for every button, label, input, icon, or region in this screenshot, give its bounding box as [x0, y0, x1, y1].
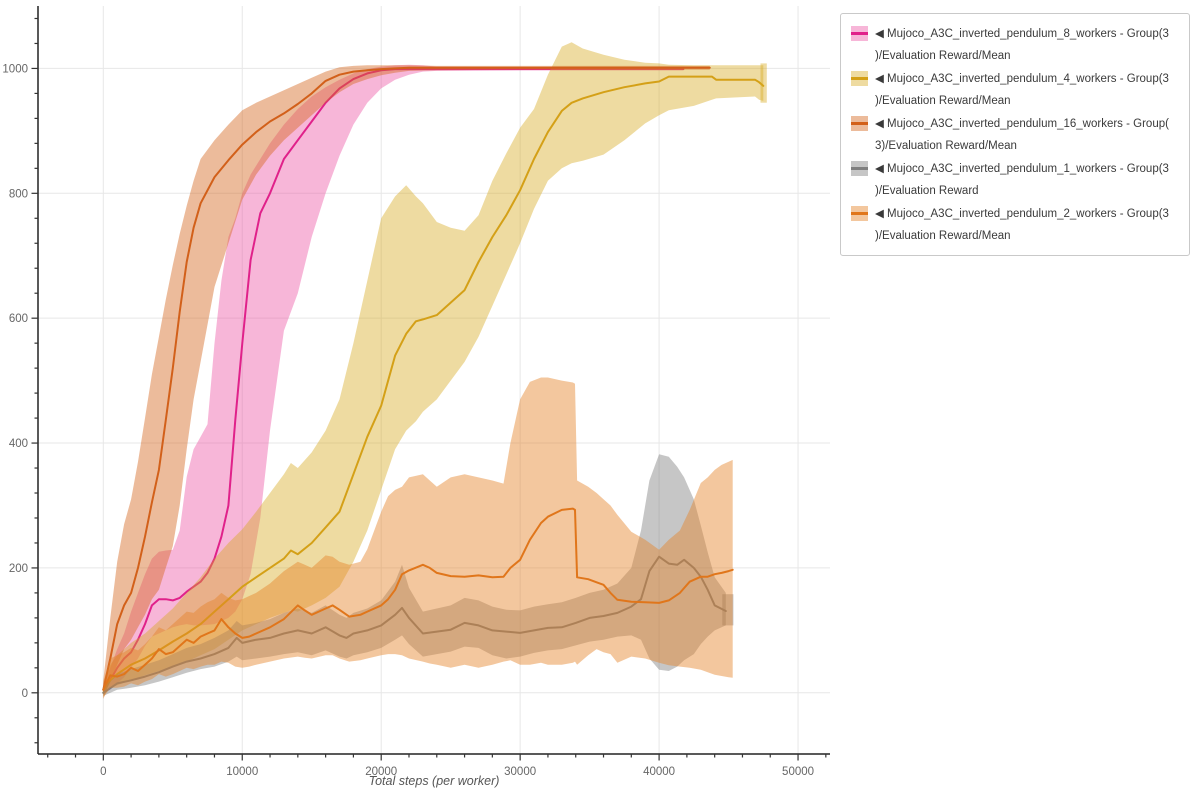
series-endcap-Mujoco_A3C_inverted_pendulum_4_workers — [760, 63, 767, 103]
legend-label-line: ◀ Mujoco_A3C_inverted_pendulum_4_workers… — [875, 73, 1169, 85]
legend-entry-Mujoco_A3C_inverted_pendulum_1_workers[interactable]: ◀ Mujoco_A3C_inverted_pendulum_1_workers… — [851, 158, 1179, 202]
legend-band-swatch — [851, 26, 868, 41]
series-band-Mujoco_A3C_inverted_pendulum_1_workers — [103, 454, 726, 696]
legend-label: ◀ Mujoco_A3C_inverted_pendulum_1_workers… — [875, 158, 1169, 202]
legend-label-line: ◀ Mujoco_A3C_inverted_pendulum_1_workers… — [875, 163, 1169, 175]
x-tick-label: 40000 — [643, 766, 675, 778]
series-endcap-Mujoco_A3C_inverted_pendulum_1_workers — [722, 594, 734, 626]
x-tick-label: 0 — [100, 766, 106, 778]
legend-label: ◀ Mujoco_A3C_inverted_pendulum_2_workers… — [875, 203, 1169, 247]
y-tick-label: 200 — [9, 563, 28, 575]
legend: ◀ Mujoco_A3C_inverted_pendulum_8_workers… — [840, 13, 1190, 256]
legend-band-swatch — [851, 161, 868, 176]
x-tick-label: 30000 — [504, 766, 536, 778]
legend-band-swatch — [851, 71, 868, 86]
y-tick-label: 0 — [22, 688, 28, 700]
legend-line-swatch — [851, 122, 868, 125]
legend-entry-Mujoco_A3C_inverted_pendulum_16_workers[interactable]: ◀ Mujoco_A3C_inverted_pendulum_16_worker… — [851, 113, 1179, 157]
legend-line-swatch — [851, 32, 868, 35]
legend-line-swatch — [851, 212, 868, 215]
y-tick-label: 800 — [9, 188, 28, 200]
legend-label-line: ◀ Mujoco_A3C_inverted_pendulum_16_worker… — [875, 118, 1169, 130]
series-band-Mujoco_A3C_inverted_pendulum_4_workers — [103, 42, 764, 696]
x-axis-title: Total steps (per worker) — [368, 774, 500, 788]
x-tick-label: 20000 — [365, 766, 397, 778]
legend-line-swatch — [851, 167, 868, 170]
legend-line-swatch — [851, 77, 868, 80]
legend-label: ◀ Mujoco_A3C_inverted_pendulum_16_worker… — [875, 113, 1169, 157]
legend-band-swatch — [851, 206, 868, 221]
series-line-Mujoco_A3C_inverted_pendulum_1_workers[interactable] — [102, 555, 727, 694]
y-tick-label: 1000 — [2, 63, 28, 75]
legend-label-line: ◀ Mujoco_A3C_inverted_pendulum_8_workers… — [875, 28, 1169, 40]
series-line-Mujoco_A3C_inverted_pendulum_2_workers[interactable] — [102, 507, 734, 691]
x-tick-label: 10000 — [226, 766, 258, 778]
x-tick-label: 50000 — [782, 766, 814, 778]
legend-label-line: )/Evaluation Reward/Mean — [875, 230, 1011, 242]
legend-label-line: 3)/Evaluation Reward/Mean — [875, 140, 1017, 152]
legend-label: ◀ Mujoco_A3C_inverted_pendulum_8_workers… — [875, 23, 1169, 67]
legend-label-line: )/Evaluation Reward/Mean — [875, 50, 1011, 62]
legend-entry-Mujoco_A3C_inverted_pendulum_2_workers[interactable]: ◀ Mujoco_A3C_inverted_pendulum_2_workers… — [851, 203, 1179, 247]
legend-label-line: )/Evaluation Reward/Mean — [875, 95, 1011, 107]
legend-entry-Mujoco_A3C_inverted_pendulum_4_workers[interactable]: ◀ Mujoco_A3C_inverted_pendulum_4_workers… — [851, 68, 1179, 112]
series-band-Mujoco_A3C_inverted_pendulum_8_workers — [103, 64, 684, 693]
legend-label-line: )/Evaluation Reward — [875, 185, 979, 197]
legend-entry-Mujoco_A3C_inverted_pendulum_8_workers[interactable]: ◀ Mujoco_A3C_inverted_pendulum_8_workers… — [851, 23, 1179, 67]
y-tick-label: 600 — [9, 313, 28, 325]
series-band-Mujoco_A3C_inverted_pendulum_2_workers — [103, 377, 733, 698]
series-line-Mujoco_A3C_inverted_pendulum_16_workers[interactable] — [102, 66, 711, 691]
series-line-Mujoco_A3C_inverted_pendulum_4_workers[interactable] — [102, 75, 765, 694]
legend-band-swatch — [851, 116, 868, 131]
y-tick-label: 400 — [9, 438, 28, 450]
legend-label-line: ◀ Mujoco_A3C_inverted_pendulum_2_workers… — [875, 208, 1169, 220]
legend-label: ◀ Mujoco_A3C_inverted_pendulum_4_workers… — [875, 68, 1169, 112]
